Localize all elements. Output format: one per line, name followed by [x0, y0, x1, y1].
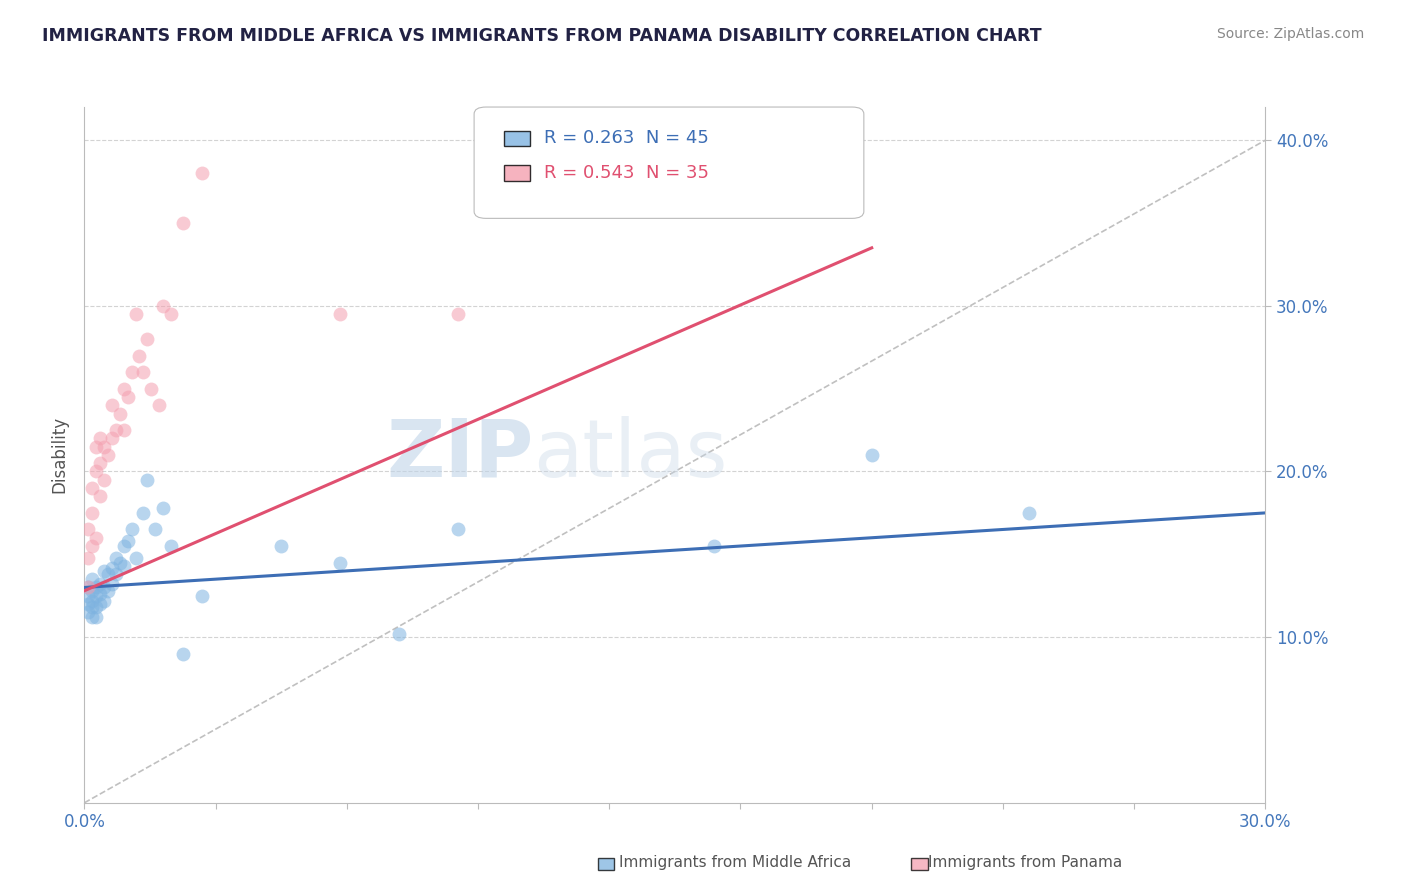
- Point: [143, 523, 166, 537]
- Point: [84, 610, 107, 624]
- Point: [152, 299, 174, 313]
- Point: [89, 587, 111, 601]
- Point: [121, 365, 143, 379]
- Point: [141, 382, 163, 396]
- Point: [77, 589, 100, 603]
- Text: atlas: atlas: [533, 416, 727, 494]
- Point: [82, 572, 104, 586]
- Point: [89, 456, 111, 470]
- Point: [104, 567, 127, 582]
- Point: [89, 489, 111, 503]
- Text: Source: ZipAtlas.com: Source: ZipAtlas.com: [1216, 27, 1364, 41]
- Point: [77, 597, 100, 611]
- Point: [77, 605, 100, 619]
- FancyBboxPatch shape: [503, 166, 530, 181]
- Point: [388, 627, 411, 641]
- Point: [124, 307, 146, 321]
- Point: [82, 481, 104, 495]
- Point: [447, 307, 470, 321]
- Point: [84, 440, 107, 454]
- Text: Immigrants from Middle Africa: Immigrants from Middle Africa: [619, 855, 851, 870]
- Point: [121, 523, 143, 537]
- Point: [82, 583, 104, 598]
- Point: [447, 523, 470, 537]
- Point: [97, 448, 120, 462]
- Point: [97, 583, 120, 598]
- Point: [82, 610, 104, 624]
- Point: [172, 216, 194, 230]
- Point: [93, 593, 115, 607]
- Point: [101, 577, 124, 591]
- Point: [172, 647, 194, 661]
- Point: [82, 506, 104, 520]
- Text: Immigrants from Panama: Immigrants from Panama: [928, 855, 1122, 870]
- Point: [101, 560, 124, 574]
- Point: [97, 567, 120, 582]
- Point: [136, 473, 159, 487]
- Point: [160, 539, 183, 553]
- Point: [77, 523, 100, 537]
- Point: [160, 307, 183, 321]
- Point: [108, 556, 131, 570]
- Point: [84, 465, 107, 479]
- Point: [703, 539, 725, 553]
- Point: [191, 589, 214, 603]
- Point: [329, 307, 352, 321]
- Text: ZIP: ZIP: [385, 416, 533, 494]
- Point: [82, 600, 104, 615]
- Y-axis label: Disability: Disability: [51, 417, 69, 493]
- Point: [89, 577, 111, 591]
- FancyBboxPatch shape: [503, 131, 530, 146]
- Point: [117, 534, 139, 549]
- Point: [77, 550, 100, 565]
- Point: [104, 423, 127, 437]
- Point: [77, 581, 100, 595]
- Point: [104, 550, 127, 565]
- Point: [84, 531, 107, 545]
- Point: [148, 398, 170, 412]
- Point: [84, 581, 107, 595]
- Point: [329, 556, 352, 570]
- Point: [93, 564, 115, 578]
- Point: [82, 539, 104, 553]
- Point: [136, 332, 159, 346]
- Point: [112, 423, 135, 437]
- Point: [191, 166, 214, 180]
- Text: IMMIGRANTS FROM MIDDLE AFRICA VS IMMIGRANTS FROM PANAMA DISABILITY CORRELATION C: IMMIGRANTS FROM MIDDLE AFRICA VS IMMIGRA…: [42, 27, 1042, 45]
- Point: [860, 448, 883, 462]
- Point: [270, 539, 292, 553]
- Point: [77, 581, 100, 595]
- Point: [132, 506, 155, 520]
- Point: [93, 581, 115, 595]
- Point: [93, 473, 115, 487]
- Point: [112, 539, 135, 553]
- Point: [82, 593, 104, 607]
- Point: [124, 550, 146, 565]
- Point: [112, 382, 135, 396]
- Point: [112, 558, 135, 573]
- Point: [89, 597, 111, 611]
- Point: [1018, 506, 1040, 520]
- Text: R = 0.543  N = 35: R = 0.543 N = 35: [544, 164, 709, 182]
- Point: [84, 600, 107, 615]
- Point: [101, 398, 124, 412]
- Text: R = 0.263  N = 45: R = 0.263 N = 45: [544, 129, 709, 147]
- Point: [84, 589, 107, 603]
- Point: [117, 390, 139, 404]
- Point: [132, 365, 155, 379]
- Point: [108, 407, 131, 421]
- Point: [93, 440, 115, 454]
- Point: [89, 431, 111, 445]
- Point: [101, 431, 124, 445]
- FancyBboxPatch shape: [474, 107, 863, 219]
- Point: [152, 500, 174, 515]
- Point: [128, 349, 150, 363]
